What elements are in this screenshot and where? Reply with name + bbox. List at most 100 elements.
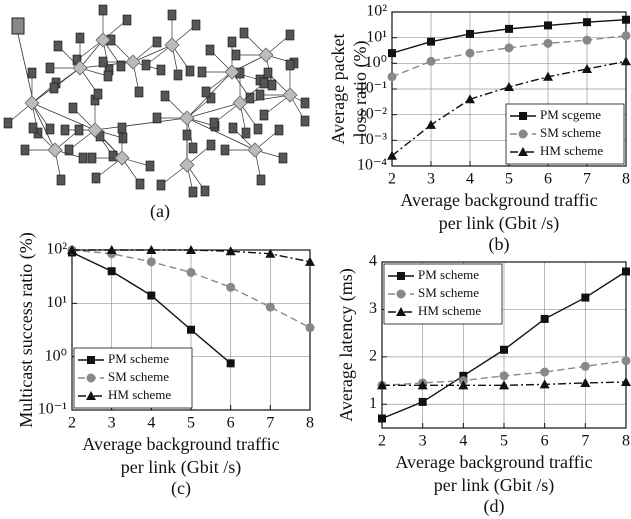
- host: [156, 179, 166, 191]
- y-tick-label: 10⁰: [365, 54, 387, 71]
- legend-marker: [519, 112, 527, 120]
- y-tick-label: 10¹: [366, 28, 387, 45]
- y-tick-label: 10²: [46, 241, 67, 258]
- host: [191, 19, 201, 31]
- x-tick-label: 2: [378, 433, 386, 450]
- marker: [580, 377, 591, 387]
- marker: [458, 380, 469, 390]
- marker: [540, 367, 550, 377]
- marker: [146, 257, 156, 267]
- marker: [426, 119, 436, 129]
- x-tick-label: 4: [466, 171, 474, 188]
- marker: [387, 72, 397, 82]
- marker: [226, 359, 235, 368]
- host: [122, 14, 132, 26]
- router: [72, 60, 88, 76]
- host: [53, 40, 63, 52]
- host: [278, 152, 288, 164]
- network-diagram: [3, 4, 310, 198]
- marker: [377, 380, 387, 390]
- host: [167, 9, 177, 21]
- host: [28, 122, 38, 134]
- y-tick-label: 1: [369, 395, 377, 412]
- plot-frame: [391, 11, 627, 167]
- x-axis-label: per link (Gbit /s): [434, 475, 554, 496]
- host: [255, 89, 265, 101]
- host: [206, 139, 216, 151]
- marker: [544, 21, 552, 30]
- host: [241, 127, 251, 139]
- link: [17, 33, 33, 97]
- marker: [378, 414, 386, 423]
- x-tick-label: 6: [541, 433, 549, 450]
- link: [263, 94, 291, 116]
- marker: [499, 380, 509, 390]
- link: [31, 102, 96, 131]
- x-tick-label: 4: [459, 433, 467, 450]
- marker: [582, 35, 592, 45]
- router: [87, 122, 103, 138]
- y-tick-label: 4: [369, 253, 377, 270]
- marker: [621, 356, 631, 366]
- host: [197, 66, 207, 78]
- link: [31, 102, 56, 151]
- host: [227, 36, 237, 48]
- legend-marker: [86, 373, 96, 383]
- link: [160, 164, 188, 186]
- legend-marker: [518, 129, 528, 139]
- host: [20, 144, 30, 156]
- caption: (b): [489, 234, 510, 255]
- host: [182, 129, 192, 141]
- caption: (a): [150, 201, 170, 222]
- marker: [540, 314, 549, 323]
- marker: [225, 246, 236, 256]
- x-tick-label: 6: [544, 171, 552, 188]
- host: [256, 174, 266, 186]
- marker: [107, 267, 116, 276]
- host: [78, 152, 88, 164]
- link: [213, 102, 241, 124]
- host: [263, 67, 273, 79]
- marker: [499, 371, 509, 381]
- marker: [465, 94, 475, 104]
- host: [145, 160, 155, 172]
- host: [141, 59, 151, 71]
- caption: (c): [171, 478, 191, 499]
- y-tick-label: 10⁻¹: [38, 401, 67, 418]
- marker: [505, 24, 513, 33]
- y-tick-label: 10⁻³: [358, 131, 387, 148]
- host: [87, 152, 97, 164]
- source: [11, 17, 25, 35]
- marker: [583, 18, 591, 27]
- marker: [543, 38, 553, 48]
- host: [91, 172, 101, 184]
- host: [152, 36, 162, 48]
- marker: [504, 81, 514, 91]
- host: [98, 56, 108, 68]
- x-tick-label: 5: [505, 171, 513, 188]
- marker: [265, 302, 275, 312]
- x-axis-label: Average background traffic: [400, 190, 597, 210]
- link: [79, 39, 104, 69]
- host: [118, 132, 128, 144]
- host: [267, 79, 277, 91]
- host: [209, 117, 219, 129]
- x-axis-label: Average background traffic: [82, 434, 279, 454]
- host: [285, 59, 295, 71]
- x-tick-label: 3: [419, 433, 427, 450]
- legend-marker: [397, 272, 405, 280]
- y-tick-label: 10⁻²: [358, 105, 387, 122]
- host: [116, 60, 126, 72]
- host: [75, 32, 85, 44]
- router: [224, 64, 240, 80]
- x-tick-label: 8: [306, 415, 314, 432]
- host: [3, 117, 13, 129]
- link: [186, 102, 241, 119]
- legend-label: SM scheme: [108, 369, 169, 384]
- host: [49, 82, 59, 94]
- router: [125, 54, 141, 70]
- marker: [265, 248, 276, 258]
- x-axis-label: Average background traffic: [395, 452, 592, 472]
- y-tick-label: 10²: [366, 3, 387, 20]
- host: [228, 122, 238, 134]
